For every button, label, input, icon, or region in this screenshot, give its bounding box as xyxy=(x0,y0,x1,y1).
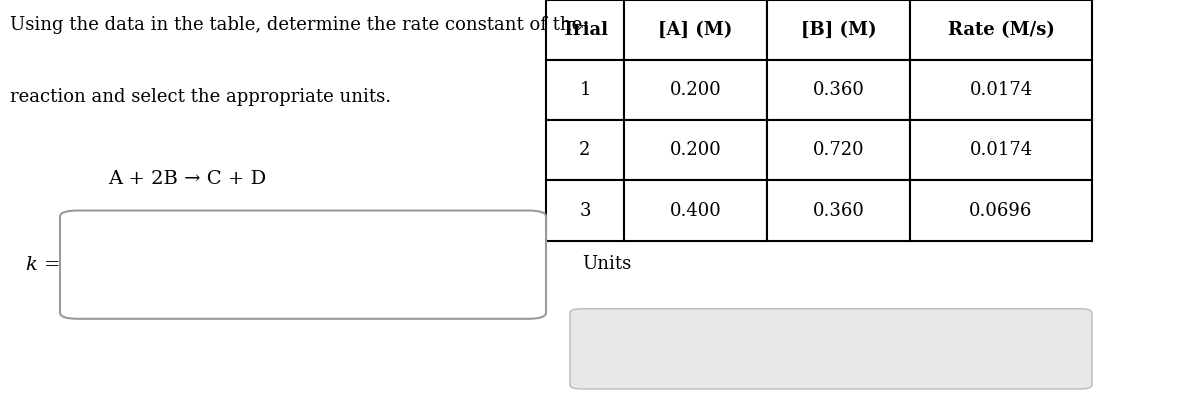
Text: reaction and select the appropriate units.: reaction and select the appropriate unit… xyxy=(10,88,391,106)
Text: A + 2B → C + D: A + 2B → C + D xyxy=(108,170,266,188)
Text: Units: Units xyxy=(582,255,631,273)
Text: Using the data in the table, determine the rate constant of the: Using the data in the table, determine t… xyxy=(10,16,582,34)
Text: k =: k = xyxy=(26,256,61,273)
